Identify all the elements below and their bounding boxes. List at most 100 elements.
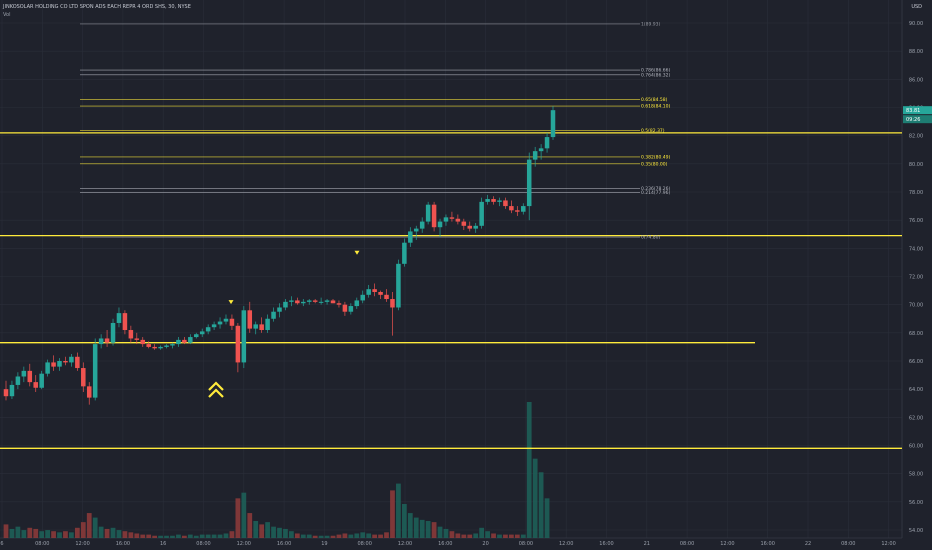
candle-body	[259, 324, 264, 331]
volume-bar	[384, 532, 389, 538]
y-tick-label: 70.00	[909, 303, 923, 309]
volume-bar	[223, 533, 229, 538]
volume-bar	[74, 527, 80, 538]
candle-body	[283, 301, 288, 308]
candle-body	[372, 289, 377, 292]
fib-level-label: 0.764(86.32)	[641, 72, 671, 78]
volume-bar	[247, 513, 253, 538]
candle-body	[217, 321, 223, 325]
x-tick-label: 12:00	[881, 541, 895, 547]
candle-body	[211, 324, 217, 328]
x-tick-label: 08:00	[841, 541, 855, 547]
y-tick-label: 82.00	[909, 134, 923, 140]
volume-bar	[419, 519, 425, 538]
x-tick-label: 16:00	[116, 541, 130, 547]
y-tick-label: 56.00	[909, 500, 923, 506]
volume-bar	[241, 492, 247, 538]
candle-body	[194, 334, 199, 338]
candle-body	[550, 110, 556, 138]
volume-bar	[372, 534, 378, 538]
candle-body	[425, 204, 431, 222]
volume-bar	[354, 533, 360, 538]
y-tick-label: 78.00	[909, 190, 923, 196]
volume-bar	[294, 533, 300, 538]
x-tick-label: 20	[482, 541, 488, 547]
volume-bar	[193, 535, 199, 538]
volume-bar	[289, 531, 294, 538]
candle-body	[503, 200, 508, 207]
candle-body	[235, 325, 241, 363]
volume-label: Vol	[3, 12, 11, 18]
candle-body	[170, 344, 175, 346]
candle-body	[437, 221, 443, 228]
volume-bar	[259, 524, 265, 538]
candle-body	[408, 231, 413, 243]
double-chevron-up-icon	[208, 381, 224, 391]
y-tick-label: 76.00	[909, 218, 923, 224]
candle-body	[188, 337, 193, 343]
x-tick-label: 08:00	[196, 541, 210, 547]
volume-bar	[390, 490, 395, 538]
volume-bar	[443, 528, 449, 538]
volume-bar	[479, 527, 485, 538]
volume-bar	[134, 533, 140, 538]
candle-body	[532, 151, 538, 160]
volume-bar	[98, 526, 104, 538]
candle-body	[342, 304, 348, 312]
candle-body	[27, 370, 33, 383]
x-tick-label: 12:00	[720, 541, 734, 547]
volume-bar	[211, 534, 217, 538]
candle-body	[324, 300, 330, 302]
volume-bar	[110, 527, 116, 538]
volume-bar	[104, 528, 110, 538]
volume-bar	[336, 534, 342, 538]
candle-body	[544, 137, 550, 149]
candle-body	[360, 294, 365, 301]
candle-body	[318, 301, 324, 303]
volume-bar	[128, 532, 134, 538]
volume-bar	[425, 521, 431, 538]
volume-bar	[342, 533, 348, 538]
candle-body	[229, 318, 235, 326]
candle-body	[15, 376, 21, 385]
candle-body	[63, 361, 68, 363]
candle-body	[146, 344, 151, 347]
volume-bar	[33, 528, 39, 538]
candle-body	[330, 300, 336, 304]
volume-bar	[253, 521, 259, 538]
candle-body	[39, 373, 44, 388]
candle-body	[467, 225, 473, 229]
candle-body	[378, 291, 383, 295]
candle-body	[521, 206, 526, 212]
volume-bar	[235, 498, 241, 538]
volume-bar	[538, 472, 544, 538]
candle-body	[128, 330, 134, 339]
volume-bar	[514, 534, 520, 538]
candle-body	[479, 201, 484, 226]
fib-level-label: 0.382(80.49)	[641, 154, 671, 160]
volume-bar	[63, 531, 68, 538]
x-tick-label: 12:00	[398, 541, 412, 547]
candle-body	[223, 318, 229, 322]
x-tick-label: 12:00	[75, 541, 89, 547]
fib-level-label: 0.618(84.10)	[641, 104, 671, 110]
x-tick-label: 16:00	[277, 541, 291, 547]
volume-bar	[503, 534, 508, 538]
volume-bar	[520, 534, 526, 538]
signal-triangle-icon	[228, 300, 234, 305]
volume-bar	[15, 526, 21, 538]
volume-bar	[57, 532, 62, 538]
x-tick-label: 16	[160, 541, 166, 547]
volume-bar	[146, 534, 152, 538]
volume-bar	[324, 535, 330, 538]
volume-bar	[431, 522, 437, 538]
candle-body	[265, 318, 270, 331]
candle-body	[301, 301, 306, 304]
y-tick-label: 64.00	[909, 387, 923, 393]
volume-bar	[413, 517, 419, 538]
volume-bar	[80, 522, 86, 538]
volume-bar	[51, 531, 56, 538]
volume-bar	[360, 532, 366, 538]
